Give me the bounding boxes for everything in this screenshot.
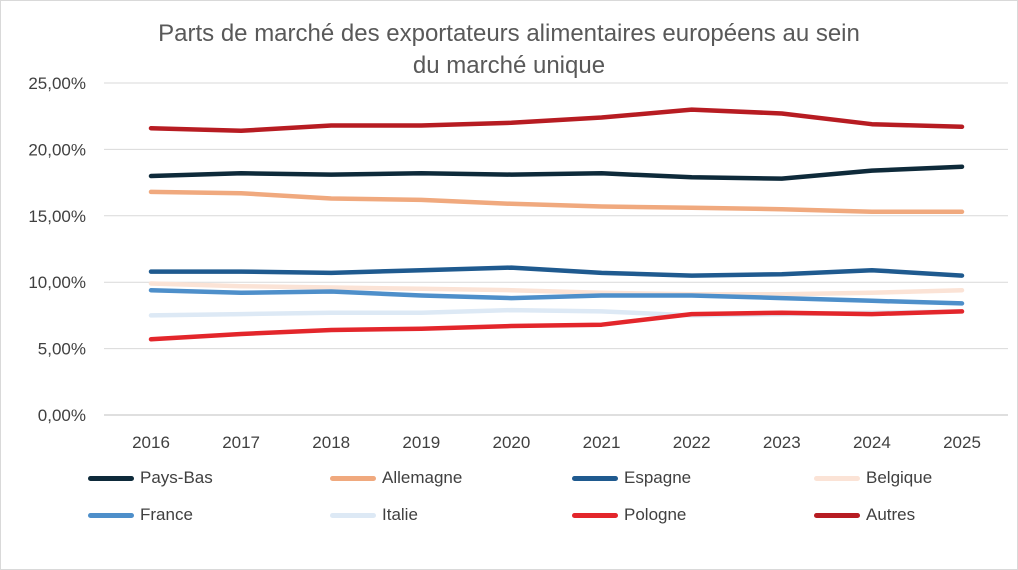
legend-swatch <box>88 512 134 518</box>
legend-label: Belgique <box>866 468 933 487</box>
y-tick-label: 20,00% <box>28 140 86 159</box>
legend-label: Espagne <box>624 468 692 487</box>
y-tick-label: 10,00% <box>28 273 86 292</box>
series-line-espagne <box>148 265 965 278</box>
legend-label: Allemagne <box>382 468 463 487</box>
chart-title-line-1: Parts de marché des exportateurs aliment… <box>158 20 860 47</box>
series-line-pays-bas <box>148 164 965 181</box>
x-tick-label: 2023 <box>763 433 801 452</box>
legend-label: Autres <box>866 505 916 524</box>
series-line-allemagne <box>148 189 965 215</box>
series-line-belgique <box>148 281 965 297</box>
legend-item: Autres <box>814 505 915 525</box>
legend-item: Allemagne <box>330 468 462 488</box>
series-lines <box>148 107 965 342</box>
x-tick-label: 2022 <box>673 433 711 452</box>
legend-label: Pays-Bas <box>140 468 213 487</box>
legend-item: Pays-Bas <box>88 468 213 488</box>
legend-swatch <box>330 475 376 481</box>
series-line-pologne <box>148 309 965 342</box>
x-axis: 2016 2017 2018 2019 2020 2021 2022 2023 2024 2025 <box>132 433 981 452</box>
legend-label: France <box>140 505 193 524</box>
x-tick-label: 2025 <box>943 433 981 452</box>
chart-title-line-2: du marché unique <box>412 52 606 79</box>
legend-swatch <box>814 512 860 518</box>
series-line-france <box>148 287 965 306</box>
x-tick-label: 2020 <box>493 433 531 452</box>
legend-item: Espagne <box>572 468 691 488</box>
x-tick-label: 2021 <box>583 433 621 452</box>
legend-item: Belgique <box>814 468 932 488</box>
series-line-autres <box>148 107 965 134</box>
x-tick-label: 2019 <box>402 433 440 452</box>
y-tick-label: 15,00% <box>28 207 86 226</box>
legend-item: Italie <box>330 505 418 525</box>
x-tick-label: 2018 <box>312 433 350 452</box>
y-axis: 0,00% 5,00% 10,00% 15,00% 20,00% 25,00% <box>28 74 86 425</box>
legend-label: Pologne <box>624 505 687 524</box>
chart-title: Parts de marché des exportateurs aliment… <box>0 18 1018 82</box>
legend-swatch <box>572 475 618 481</box>
y-tick-label: 25,00% <box>28 74 86 93</box>
y-tick-label: 5,00% <box>38 340 86 359</box>
y-tick-label: 0,00% <box>38 406 86 425</box>
legend-label: Italie <box>382 505 418 524</box>
legend-swatch <box>814 475 860 481</box>
x-tick-label: 2016 <box>132 433 170 452</box>
legend-swatch <box>330 512 376 518</box>
legend-swatch <box>572 512 618 518</box>
legend-item: Pologne <box>572 505 686 525</box>
x-tick-label: 2017 <box>222 433 260 452</box>
legend-swatch <box>88 475 134 481</box>
x-tick-label: 2024 <box>853 433 891 452</box>
legend-item: France <box>88 505 193 525</box>
gridlines <box>104 82 1008 416</box>
